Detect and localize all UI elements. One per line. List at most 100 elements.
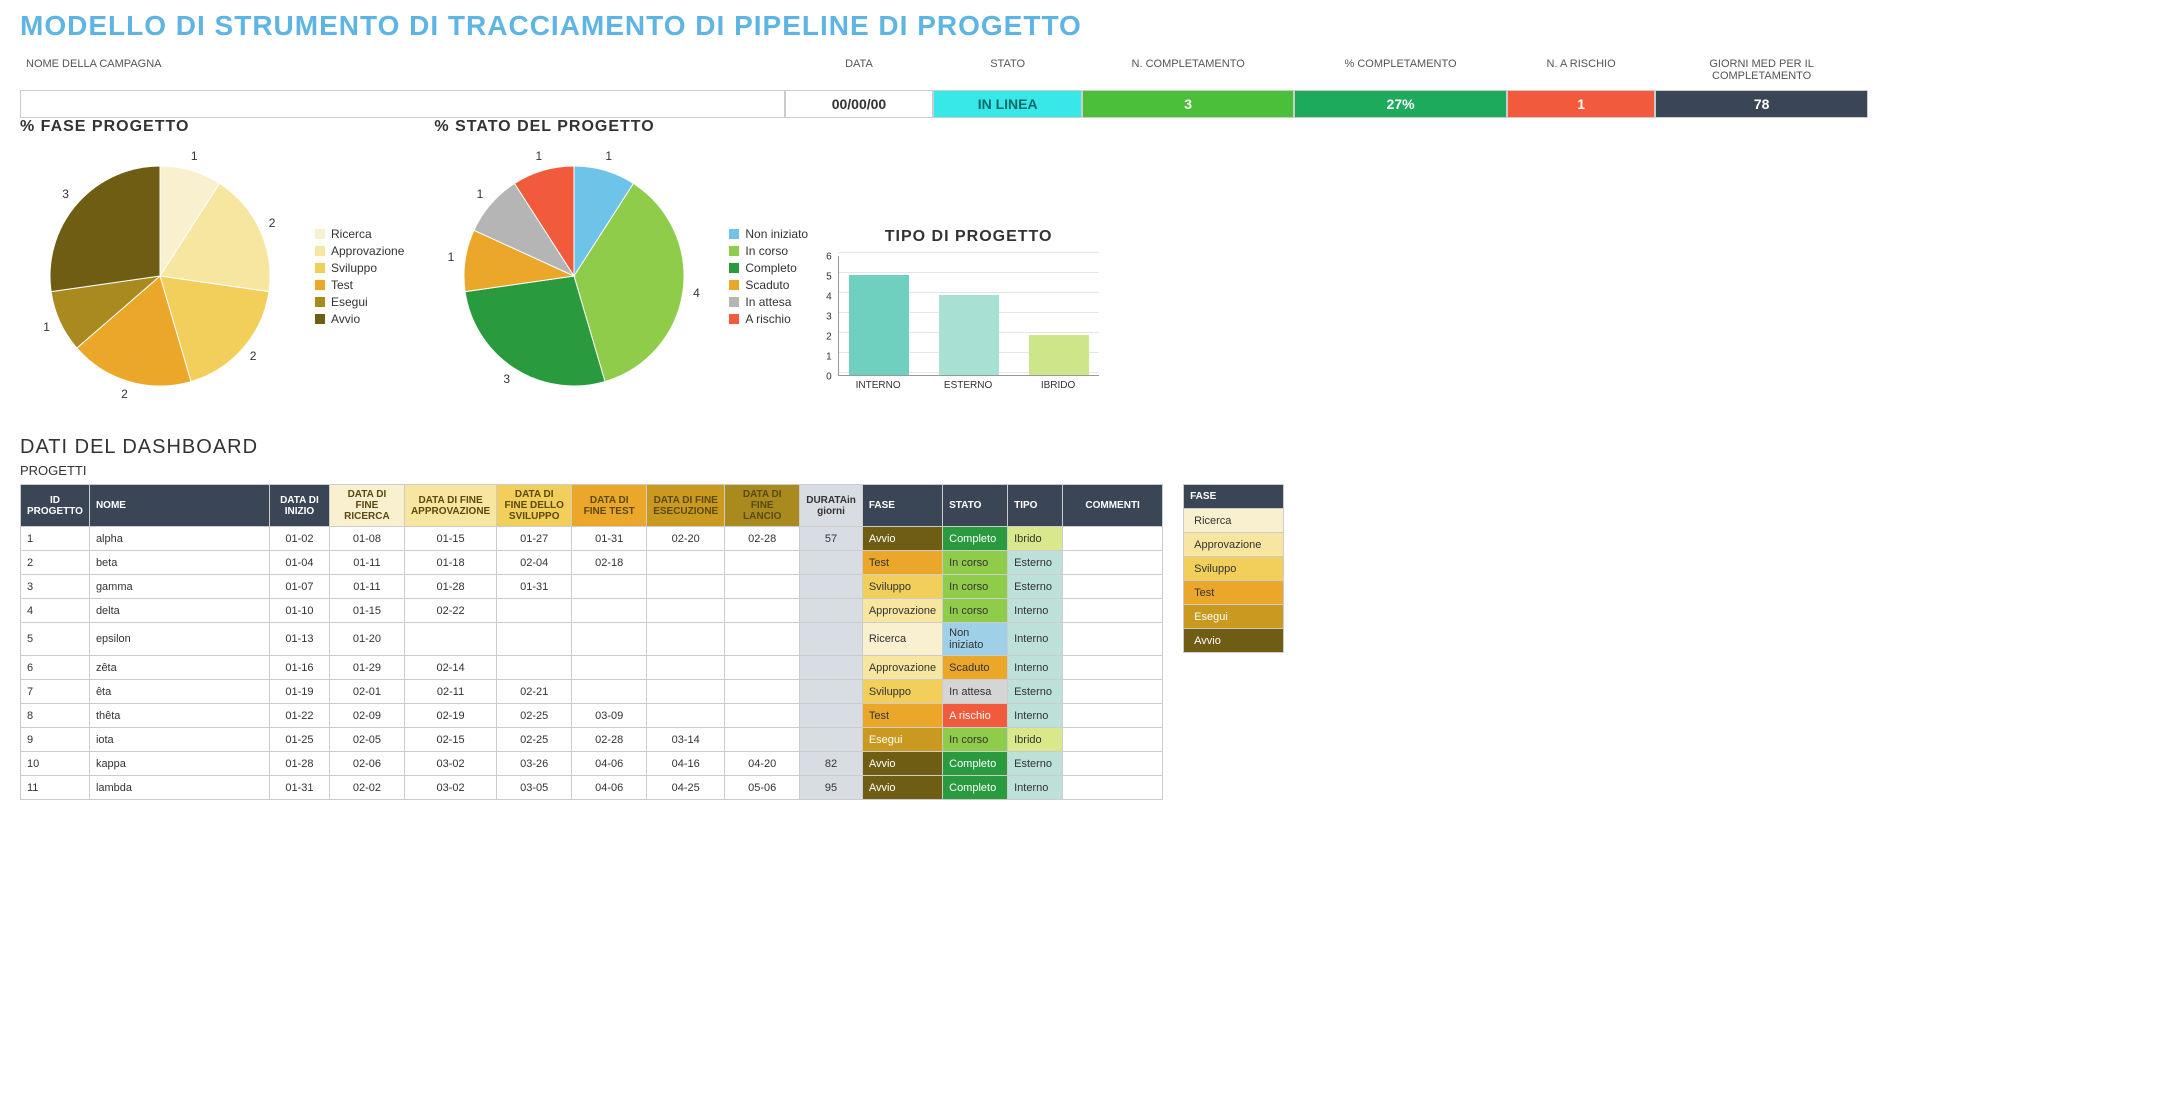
table-cell: 01-28 — [404, 575, 496, 599]
legend-swatch — [729, 297, 739, 307]
table-cell: 02-01 — [329, 680, 404, 704]
table-cell: 9 — [21, 728, 90, 752]
table-row: 5epsilon01-1301-20RicercaNon iniziatoInt… — [21, 623, 1163, 656]
table-cell: Esterno — [1008, 752, 1063, 776]
bar-ytick: 6 — [826, 252, 832, 263]
table-header: DURATAin giorni — [800, 485, 863, 527]
legend-item: Ricerca — [315, 227, 404, 241]
table-cell — [1063, 728, 1163, 752]
table-row: 2beta01-0401-1101-1802-0402-18TestIn cor… — [21, 551, 1163, 575]
table-cell — [800, 551, 863, 575]
table-cell: 03-02 — [404, 752, 496, 776]
table-row: 3gamma01-0701-1101-2801-31SviluppoIn cor… — [21, 575, 1163, 599]
bar-category-label: INTERNO — [848, 380, 908, 391]
hdr-label-giornimed: GIORNI MED PER IL COMPLETAMENTO — [1655, 54, 1867, 86]
table-cell: 04-25 — [647, 776, 725, 800]
table-row: 8thêta01-2202-0902-1902-2503-09TestA ris… — [21, 704, 1163, 728]
hdr-val-data: 00/00/00 — [785, 90, 934, 118]
table-cell — [725, 704, 800, 728]
legend-swatch — [315, 280, 325, 290]
bar-gridline — [838, 252, 1099, 253]
table-cell: 03-09 — [572, 704, 647, 728]
table-cell: Interno — [1008, 599, 1063, 623]
table-cell: delta — [89, 599, 269, 623]
table-cell: 04-16 — [647, 752, 725, 776]
table-cell: Completo — [943, 527, 1008, 551]
table-cell — [1063, 776, 1163, 800]
table-cell: Sviluppo — [862, 680, 942, 704]
table-cell: 02-02 — [329, 776, 404, 800]
page-title: MODELLO DI STRUMENTO DI TRACCIAMENTO DI … — [20, 10, 2144, 42]
table-cell: Approvazione — [862, 656, 942, 680]
table-cell — [725, 680, 800, 704]
table-cell — [725, 728, 800, 752]
table-cell: Esterno — [1008, 551, 1063, 575]
table-cell: In corso — [943, 728, 1008, 752]
table-header: DATA DI FINE DELLO SVILUPPO — [497, 485, 572, 527]
table-header: DATA DI FINE LANCIO — [725, 485, 800, 527]
legend-item: Approvazione — [315, 244, 404, 258]
fase-side-cell: Approvazione — [1184, 533, 1284, 557]
table-cell: 01-07 — [269, 575, 329, 599]
table-cell: 01-15 — [404, 527, 496, 551]
table-cell: 01-31 — [572, 527, 647, 551]
pie-data-label: 1 — [605, 149, 612, 163]
bar-ytick: 5 — [826, 272, 832, 283]
table-cell — [1063, 704, 1163, 728]
fase-side-header: FASE — [1184, 485, 1284, 509]
table-cell: 02-05 — [329, 728, 404, 752]
table-cell — [1063, 527, 1163, 551]
fase-side-cell: Esegui — [1184, 605, 1284, 629]
legend-item: Esegui — [315, 295, 404, 309]
legend-label: Completo — [745, 261, 796, 275]
table-cell: 01-15 — [329, 599, 404, 623]
pie-data-label: 4 — [693, 286, 700, 300]
pie-data-label: 3 — [62, 187, 69, 201]
pie2-title: % STATO DEL PROGETTO — [434, 118, 808, 136]
table-cell: 01-29 — [329, 656, 404, 680]
table-cell: 02-14 — [404, 656, 496, 680]
table-cell: 01-13 — [269, 623, 329, 656]
table-cell: Scaduto — [943, 656, 1008, 680]
table-cell: 01-04 — [269, 551, 329, 575]
table-cell: alpha — [89, 527, 269, 551]
legend-label: In attesa — [745, 295, 791, 309]
bar-title: TIPO DI PROGETTO — [838, 228, 1099, 246]
table-cell: 02-09 — [329, 704, 404, 728]
table-cell: 01-31 — [497, 575, 572, 599]
table-cell: Esegui — [862, 728, 942, 752]
legend-swatch — [315, 229, 325, 239]
bar-category-label: ESTERNO — [938, 380, 998, 391]
hdr-label-data: DATA — [785, 54, 934, 86]
table-cell: 01-27 — [497, 527, 572, 551]
table-cell: Avvio — [862, 527, 942, 551]
table-row: 10kappa01-2802-0603-0203-2604-0604-1604-… — [21, 752, 1163, 776]
table-cell: Completo — [943, 776, 1008, 800]
table-cell: Sviluppo — [862, 575, 942, 599]
hdr-val-campaign[interactable] — [20, 90, 785, 118]
legend-label: Sviluppo — [331, 261, 377, 275]
table-cell — [647, 599, 725, 623]
table-cell: 03-02 — [404, 776, 496, 800]
table-header: ID PROGETTO — [21, 485, 90, 527]
legend-swatch — [315, 263, 325, 273]
legend-swatch — [315, 297, 325, 307]
legend-swatch — [729, 280, 739, 290]
pie1-legend: RicercaApprovazioneSviluppoTestEseguiAvv… — [315, 224, 404, 329]
bar-block: TIPO DI PROGETTO 0123456INTERNOESTERNOIB… — [838, 228, 1099, 406]
fase-side-cell: Ricerca — [1184, 509, 1284, 533]
table-cell — [725, 551, 800, 575]
table-cell: 02-25 — [497, 704, 572, 728]
pie2-block: % STATO DEL PROGETTO 143111 Non iniziato… — [434, 118, 808, 406]
legend-swatch — [315, 314, 325, 324]
pie-data-label: 1 — [448, 250, 455, 264]
pie-data-label: 1 — [535, 149, 542, 163]
table-cell: beta — [89, 551, 269, 575]
table-cell: 11 — [21, 776, 90, 800]
legend-swatch — [729, 229, 739, 239]
table-cell: 02-25 — [497, 728, 572, 752]
legend-swatch — [729, 314, 739, 324]
table-cell — [725, 599, 800, 623]
hdr-val-giornimed: 78 — [1655, 90, 1867, 118]
table-cell: 01-11 — [329, 575, 404, 599]
